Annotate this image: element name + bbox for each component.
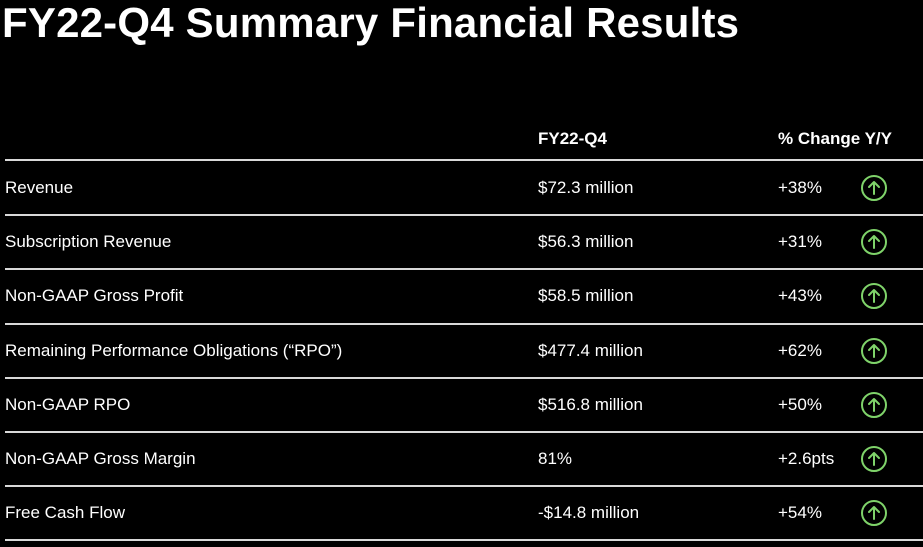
metric-value: $56.3 million bbox=[538, 232, 634, 251]
metric-change: +2.6pts bbox=[778, 449, 835, 468]
up-arrow-icon bbox=[861, 446, 887, 472]
metric-change: +43% bbox=[778, 286, 822, 305]
table-row: Subscription Revenue $56.3 million +31% bbox=[0, 215, 923, 269]
row-divider bbox=[5, 323, 923, 325]
table-header: FY22-Q4 % Change Y/Y bbox=[0, 125, 923, 157]
table-row: Non-GAAP RPO $516.8 million +50% bbox=[0, 378, 923, 432]
row-divider bbox=[5, 214, 923, 216]
metric-label: Non-GAAP Gross Profit bbox=[5, 286, 184, 305]
header-divider bbox=[5, 159, 923, 161]
row-divider bbox=[5, 268, 923, 270]
metric-change: +62% bbox=[778, 341, 822, 360]
metric-value: $516.8 million bbox=[538, 395, 643, 414]
up-arrow-icon bbox=[861, 392, 887, 418]
metric-change: +38% bbox=[778, 178, 822, 197]
page-title: FY22-Q4 Summary Financial Results bbox=[2, 0, 740, 46]
table-row: Free Cash Flow -$14.8 million +54% bbox=[0, 486, 923, 540]
metric-change: +54% bbox=[778, 503, 822, 522]
metric-label: Revenue bbox=[5, 178, 74, 197]
table-row: Remaining Performance Obligations (“RPO”… bbox=[0, 324, 923, 378]
metric-label: Subscription Revenue bbox=[5, 232, 172, 251]
row-divider bbox=[5, 485, 923, 487]
metric-value: $58.5 million bbox=[538, 286, 634, 305]
metric-label: Non-GAAP RPO bbox=[5, 395, 131, 414]
metric-change: +31% bbox=[778, 232, 822, 251]
table-row: Non-GAAP Gross Margin 81% +2.6pts bbox=[0, 432, 923, 486]
metric-label: Free Cash Flow bbox=[5, 503, 125, 522]
up-arrow-icon bbox=[861, 229, 887, 255]
up-arrow-icon bbox=[861, 283, 887, 309]
table-row: Revenue $72.3 million +38% bbox=[0, 161, 923, 215]
table-row: Non-GAAP Gross Profit $58.5 million +43% bbox=[0, 269, 923, 323]
column-header-period: FY22-Q4 bbox=[538, 129, 607, 148]
column-header-change: % Change Y/Y bbox=[778, 129, 892, 148]
metric-label: Remaining Performance Obligations (“RPO”… bbox=[5, 341, 343, 360]
row-divider bbox=[5, 431, 923, 433]
metric-value: 81% bbox=[538, 449, 573, 468]
metric-value: $477.4 million bbox=[538, 341, 643, 360]
row-divider bbox=[5, 539, 923, 541]
up-arrow-icon bbox=[861, 175, 887, 201]
row-divider bbox=[5, 377, 923, 379]
metric-value: $72.3 million bbox=[538, 178, 634, 197]
metric-label: Non-GAAP Gross Margin bbox=[5, 449, 196, 468]
metric-change: +50% bbox=[778, 395, 822, 414]
up-arrow-icon bbox=[861, 500, 887, 526]
up-arrow-icon bbox=[861, 338, 887, 364]
metric-value: -$14.8 million bbox=[538, 503, 640, 522]
